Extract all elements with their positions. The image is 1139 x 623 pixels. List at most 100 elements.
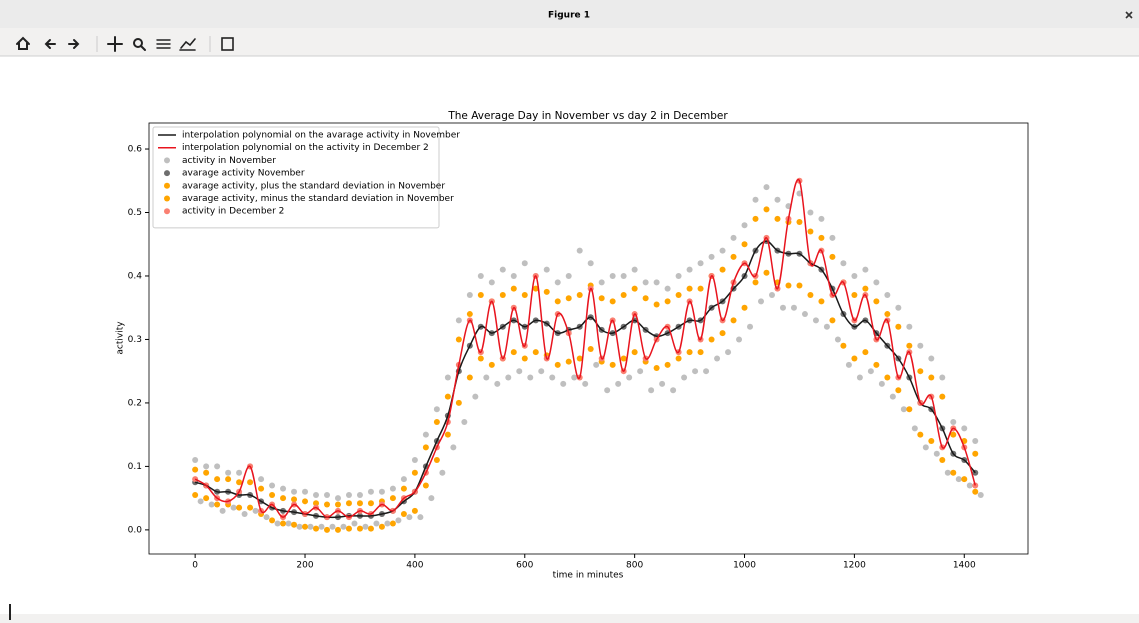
back-button[interactable] <box>44 39 56 49</box>
scatter-point <box>291 488 298 495</box>
scatter-point <box>422 482 429 489</box>
scatter-point <box>356 525 363 532</box>
scatter-point <box>466 311 473 318</box>
scatter-point <box>873 361 880 368</box>
scatter-point <box>653 279 660 286</box>
subplots-button[interactable] <box>156 39 171 49</box>
scatter-point <box>763 269 770 276</box>
scatter-point <box>884 311 891 318</box>
legend-label: avarage activity, minus the standard dev… <box>182 194 454 204</box>
scatter-point <box>928 355 935 362</box>
scatter-point <box>593 361 600 368</box>
scatter-point <box>280 520 287 527</box>
scatter-point <box>796 282 803 289</box>
scatter-point <box>961 476 968 483</box>
scatter-point <box>829 234 836 241</box>
scatter-point <box>659 380 666 387</box>
scatter-point <box>362 523 369 530</box>
scatter-point <box>642 279 649 286</box>
scatter-point <box>505 374 512 381</box>
scatter-point <box>972 488 979 495</box>
axes-button[interactable] <box>179 38 196 51</box>
scatter-point <box>406 514 413 521</box>
scatter-point <box>280 495 287 502</box>
scatter-point <box>340 523 347 530</box>
scatter-point <box>214 476 221 483</box>
scatter-point <box>345 491 352 498</box>
zoom-button[interactable] <box>133 38 146 51</box>
scatter-point <box>576 292 583 299</box>
scatter-point <box>917 431 924 438</box>
scatter-point <box>444 431 451 438</box>
scatter-point <box>466 292 473 299</box>
scatter-point <box>225 476 232 483</box>
scatter-point <box>653 365 660 372</box>
forward-button[interactable] <box>68 39 80 49</box>
y-tick-label: 0.4 <box>128 271 143 281</box>
scatter-point <box>582 380 589 387</box>
scatter-point <box>939 393 946 400</box>
scatter-point <box>972 438 979 445</box>
scatter-point <box>313 491 320 498</box>
close-button[interactable] <box>1125 11 1133 19</box>
scatter-point <box>719 266 726 273</box>
scatter-point <box>532 285 539 292</box>
scatter-point <box>648 387 655 394</box>
scatter-point <box>807 228 814 235</box>
scatter-point <box>263 514 270 521</box>
scatter-point <box>758 298 765 305</box>
legend-label: activity in December 2 <box>182 207 284 217</box>
scatter-point <box>367 488 374 495</box>
y-tick-label: 0.6 <box>128 145 143 155</box>
scatter-point <box>236 469 243 476</box>
scatter-point <box>708 336 715 343</box>
legend-swatch <box>164 195 170 202</box>
scatter-point <box>631 349 638 356</box>
scatter-point <box>692 368 699 375</box>
scatter-point <box>845 361 852 368</box>
scatter-point <box>510 272 517 279</box>
status-bar <box>0 614 1139 623</box>
legend-label: avarage activity November <box>182 169 305 179</box>
scatter-point <box>631 266 638 273</box>
scatter-point <box>543 266 550 273</box>
chart-title: The Average Day in November vs day 2 in … <box>447 110 728 122</box>
scatter-point <box>609 272 616 279</box>
scatter-point <box>675 292 682 299</box>
scatter-point <box>565 272 572 279</box>
scatter-point <box>313 525 320 532</box>
scatter-point <box>939 457 946 464</box>
scatter-point <box>422 444 429 451</box>
pan-button[interactable] <box>107 36 123 52</box>
scatter-point <box>708 253 715 260</box>
scatter-point <box>455 399 462 406</box>
scatter-point <box>203 469 210 476</box>
scatter-point <box>378 488 385 495</box>
scatter-point <box>527 374 534 381</box>
scatter-point <box>779 304 786 311</box>
scatter-point <box>565 358 572 365</box>
legend-label: interpolation polynomial on the activity… <box>182 143 429 153</box>
scatter-point <box>499 292 506 299</box>
legend-label: interpolation polynomial on the avarage … <box>182 131 460 141</box>
save-button[interactable] <box>221 37 234 51</box>
scatter-point <box>516 368 523 375</box>
scatter-point <box>620 292 627 299</box>
scatter-point <box>675 272 682 279</box>
scatter-point <box>686 349 693 356</box>
scatter-point <box>241 511 248 518</box>
scatter-point <box>587 260 594 267</box>
scatter-point <box>587 345 594 352</box>
scatter-point <box>521 355 528 362</box>
scatter-point <box>373 520 380 527</box>
y-tick-label: 0.5 <box>128 208 142 218</box>
x-tick-label: 200 <box>296 561 313 571</box>
scatter-point <box>576 247 583 254</box>
scatter-point <box>345 525 352 532</box>
scatter-point <box>736 336 743 343</box>
home-button[interactable] <box>16 36 30 50</box>
scatter-point <box>499 266 506 273</box>
x-tick-label: 1000 <box>733 561 756 571</box>
scatter-point <box>307 523 314 530</box>
